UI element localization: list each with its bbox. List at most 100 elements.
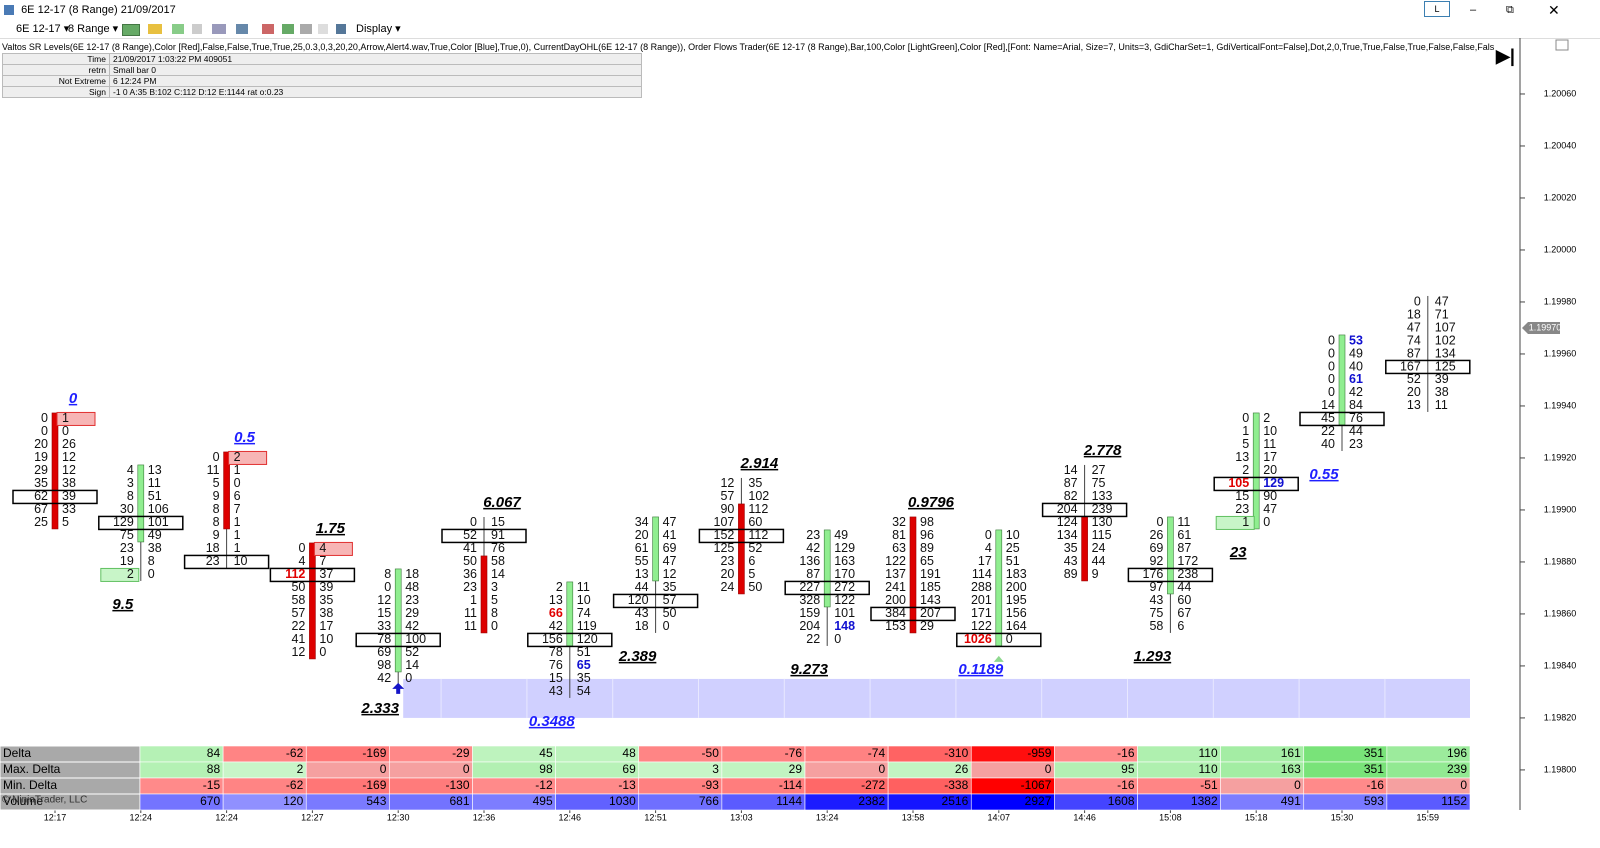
ask-volume: 143	[920, 593, 941, 607]
ask-volume: 84	[1349, 398, 1363, 412]
bid-volume: 1	[1242, 515, 1249, 529]
bid-volume: 74	[1407, 333, 1421, 347]
bid-volume: 69	[1149, 541, 1163, 555]
bid-volume: 26	[1149, 528, 1163, 542]
bar-type-selector[interactable]: 8 Range ▾	[68, 23, 119, 35]
bid-volume: 0	[41, 424, 48, 438]
cursor-button[interactable]	[212, 24, 226, 34]
minimize-button[interactable]: –	[1470, 4, 1477, 16]
bid-volume: 23	[120, 541, 134, 555]
support-zone	[403, 678, 1471, 718]
chart-style-button[interactable]	[122, 24, 140, 36]
draw-button[interactable]	[148, 24, 162, 34]
stats-cell	[305, 761, 390, 779]
info-value: 6 12:24 PM	[109, 75, 642, 87]
instrument-selector[interactable]: 6E 12-17 ▾	[16, 23, 70, 35]
data-box-button[interactable]	[262, 24, 274, 34]
display-menu[interactable]: Display ▾	[356, 23, 401, 35]
candle-body	[51, 412, 59, 530]
stats-cell	[1386, 745, 1471, 763]
stats-cell	[970, 745, 1055, 763]
bid-volume: 0	[1328, 372, 1335, 386]
ask-volume: 98	[920, 515, 934, 529]
candle-body	[1252, 412, 1260, 530]
bid-volume: 82	[1064, 489, 1078, 503]
candle-body	[223, 451, 230, 530]
stats-label: Volume	[3, 794, 43, 808]
bid-volume: 0	[1328, 346, 1335, 360]
stats-cell	[804, 793, 889, 811]
bid-volume: 42	[806, 541, 820, 555]
ask-volume: 67	[1177, 606, 1191, 620]
stats-cell	[1386, 793, 1471, 811]
ask-volume: 87	[1177, 541, 1191, 555]
stats-cell	[305, 793, 390, 811]
link-button[interactable]: L	[1424, 1, 1450, 17]
bid-volume: 204	[1057, 502, 1078, 516]
bid-volume: 47	[1407, 320, 1421, 334]
snapshot-button[interactable]	[300, 24, 312, 34]
ask-volume: 102	[1435, 333, 1456, 347]
stats-label: Max. Delta	[3, 762, 61, 776]
bid-volume: 35	[1064, 541, 1078, 555]
bid-volume: 14	[1064, 463, 1078, 477]
bid-volume: 24	[720, 580, 734, 594]
ask-volume: 5	[491, 593, 498, 607]
ask-volume: 10	[1263, 424, 1277, 438]
ask-volume: 27	[1092, 463, 1106, 477]
close-button[interactable]: ✕	[1548, 2, 1560, 18]
x-tick-label: 13:58	[902, 812, 925, 822]
bid-volume: 8	[127, 489, 134, 503]
y-tick-label: 1.20020	[1544, 192, 1577, 202]
ask-volume: 47	[1263, 502, 1277, 516]
share-button[interactable]	[318, 24, 328, 34]
bid-volume: 134	[1057, 528, 1078, 542]
stats-cell	[1386, 761, 1471, 779]
ask-volume: 100	[405, 632, 426, 646]
ask-volume: 183	[1006, 567, 1027, 581]
stats-value: -29	[452, 746, 470, 760]
ask-volume: 44	[1092, 554, 1106, 568]
info-key: Time	[2, 53, 110, 65]
stats-cell	[1386, 777, 1471, 795]
indicator-button[interactable]	[172, 24, 184, 34]
stats-cell	[638, 761, 723, 779]
ask-volume: 41	[663, 528, 677, 542]
ask-volume: 272	[834, 580, 855, 594]
info-key: Sign	[2, 86, 110, 98]
ask-volume: 12	[62, 463, 76, 477]
stats-cell	[1054, 745, 1138, 763]
bid-volume: 8	[384, 567, 391, 581]
window-button[interactable]	[336, 24, 346, 34]
maximize-button[interactable]: ⧉	[1506, 4, 1514, 16]
stats-cell	[1303, 793, 1388, 811]
bid-volume: 1026	[964, 632, 992, 646]
ask-volume: 54	[577, 684, 591, 698]
bid-volume: 4	[985, 541, 992, 555]
bid-volume: 328	[799, 593, 820, 607]
ask-volume: 164	[1006, 619, 1027, 633]
stats-header	[0, 793, 141, 811]
ask-volume: 200	[1006, 580, 1027, 594]
stats-value: -310	[944, 746, 968, 760]
properties-button[interactable]	[282, 24, 294, 34]
ask-volume: 185	[920, 580, 941, 594]
zoom-button[interactable]	[236, 24, 248, 34]
ask-volume: 1	[234, 528, 241, 542]
bid-volume: 75	[120, 528, 134, 542]
bid-volume: 98	[377, 658, 391, 672]
poc-box	[1385, 359, 1471, 375]
ratio-label: 0.3488	[529, 713, 576, 730]
stats-value: -114	[779, 778, 802, 792]
stats-value: -16	[1367, 778, 1385, 792]
bid-volume: 78	[377, 632, 391, 646]
axis-button[interactable]	[1555, 39, 1569, 51]
bid-volume: 0	[298, 541, 305, 555]
strategy-button[interactable]	[192, 24, 202, 34]
ask-volume: 6	[234, 489, 241, 503]
ask-volume: 5	[62, 515, 69, 529]
bid-volume: 62	[34, 489, 48, 503]
bid-volume: 41	[463, 541, 477, 555]
ask-volume: 18	[405, 567, 419, 581]
